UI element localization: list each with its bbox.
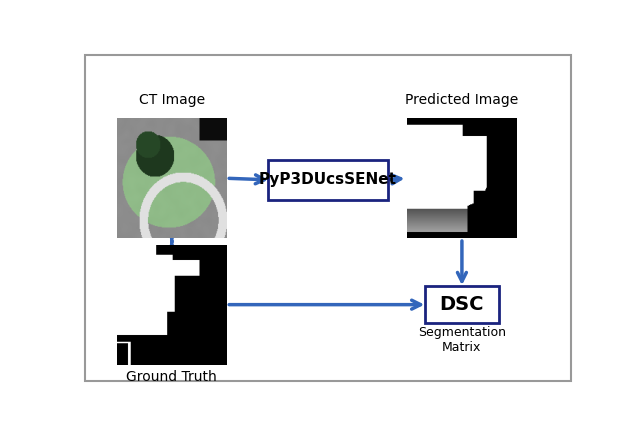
Text: DSC: DSC (440, 295, 484, 314)
FancyBboxPatch shape (425, 286, 499, 323)
Text: Ground Truth: Ground Truth (126, 369, 217, 384)
Text: PyP3DUcsSENet: PyP3DUcsSENet (259, 172, 397, 187)
FancyBboxPatch shape (269, 160, 388, 200)
FancyBboxPatch shape (85, 55, 571, 381)
Text: CT Image: CT Image (139, 93, 205, 107)
Text: Predicted Image: Predicted Image (405, 93, 518, 107)
Text: Segmentation
Matrix: Segmentation Matrix (418, 326, 506, 354)
